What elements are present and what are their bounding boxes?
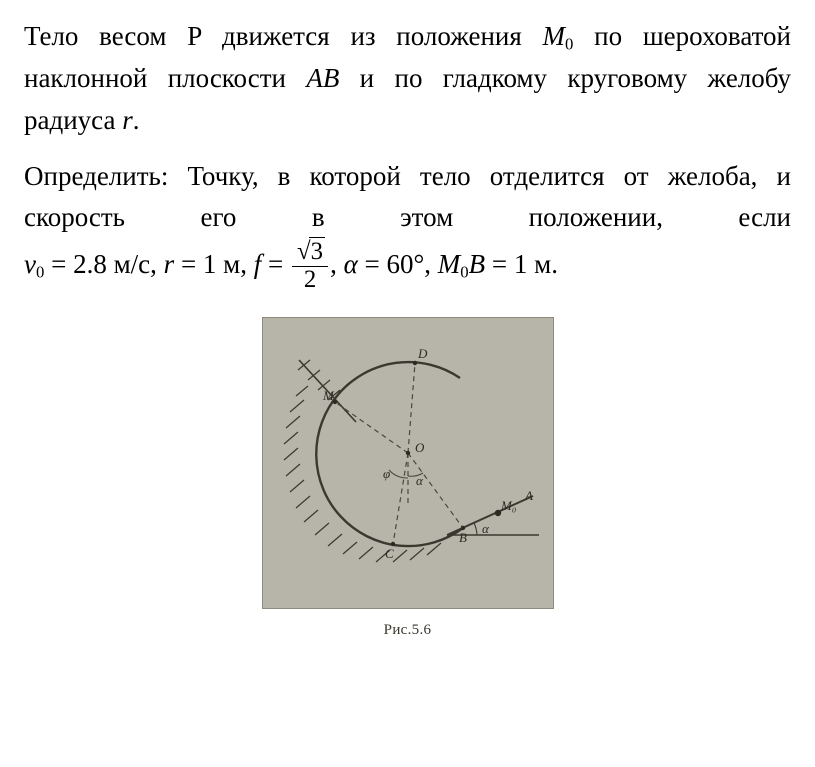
eq-v0: v0 = 2.8 м/с, <box>24 249 164 279</box>
val-alpha: = 60°, <box>358 249 438 279</box>
sym-M2-sub: 0 <box>460 263 468 282</box>
sym-M2: M <box>438 249 461 279</box>
sym-eq: = <box>261 249 290 279</box>
sym-r2: r <box>164 249 175 279</box>
sym-v: v <box>24 249 36 279</box>
label-a: α <box>416 473 424 488</box>
sym-M: M <box>543 21 566 51</box>
val-r: = 1 м, <box>174 249 254 279</box>
dot-O <box>405 450 409 454</box>
eq-M0B: M0B = 1 м. <box>438 249 558 279</box>
p2-text-a: Определить: Точку, в которой тело отдели… <box>24 161 791 233</box>
frac-den: 2 <box>292 266 328 293</box>
label-M0: M₀ <box>500 498 516 513</box>
label-alpha: α <box>482 521 490 536</box>
sym-alpha: α <box>344 249 358 279</box>
figure-wrap: D M O C B M₀ A α φ α Рис.5.6 <box>0 317 815 639</box>
label-A: A <box>524 488 533 503</box>
symbol-r: r <box>122 105 133 135</box>
figure: D M O C B M₀ A α φ α <box>262 317 554 609</box>
label-B: B <box>459 530 467 545</box>
symbol-AB: AB <box>306 63 339 93</box>
label-phi: φ <box>383 466 390 481</box>
p1-text-d: . <box>133 105 140 135</box>
fraction: √32 <box>292 237 328 292</box>
symbol-M0: M0 <box>543 21 574 51</box>
val-v0: = 2.8 м/с, <box>44 249 163 279</box>
figure-svg: D M O C B M₀ A α φ α <box>263 318 553 608</box>
figure-caption: Рис.5.6 <box>0 622 815 639</box>
p1-text-a: Тело весом P движется из положения <box>24 21 543 51</box>
eq-r: r = 1 м, <box>164 249 254 279</box>
eq-alpha: α = 60°, <box>344 249 438 279</box>
paragraph-2: Определить: Точку, в которой тело отдели… <box>24 156 791 295</box>
radicand: 3 <box>309 237 325 265</box>
paragraph-1: Тело весом P движется из положения M0 по… <box>24 16 791 142</box>
label-C: C <box>385 546 394 561</box>
dot-D <box>412 360 416 364</box>
comma1: , <box>330 249 344 279</box>
label-O: O <box>415 440 425 455</box>
val-M0B: = 1 м. <box>485 249 558 279</box>
label-D: D <box>417 346 428 361</box>
problem-page: Тело весом P движется из положения M0 по… <box>0 0 815 295</box>
frac-num: √3 <box>292 237 328 265</box>
sym-B: B <box>469 249 486 279</box>
eq-f: f = √32, <box>254 249 344 279</box>
label-M: M <box>322 388 335 403</box>
sqrt: √3 <box>295 237 325 265</box>
